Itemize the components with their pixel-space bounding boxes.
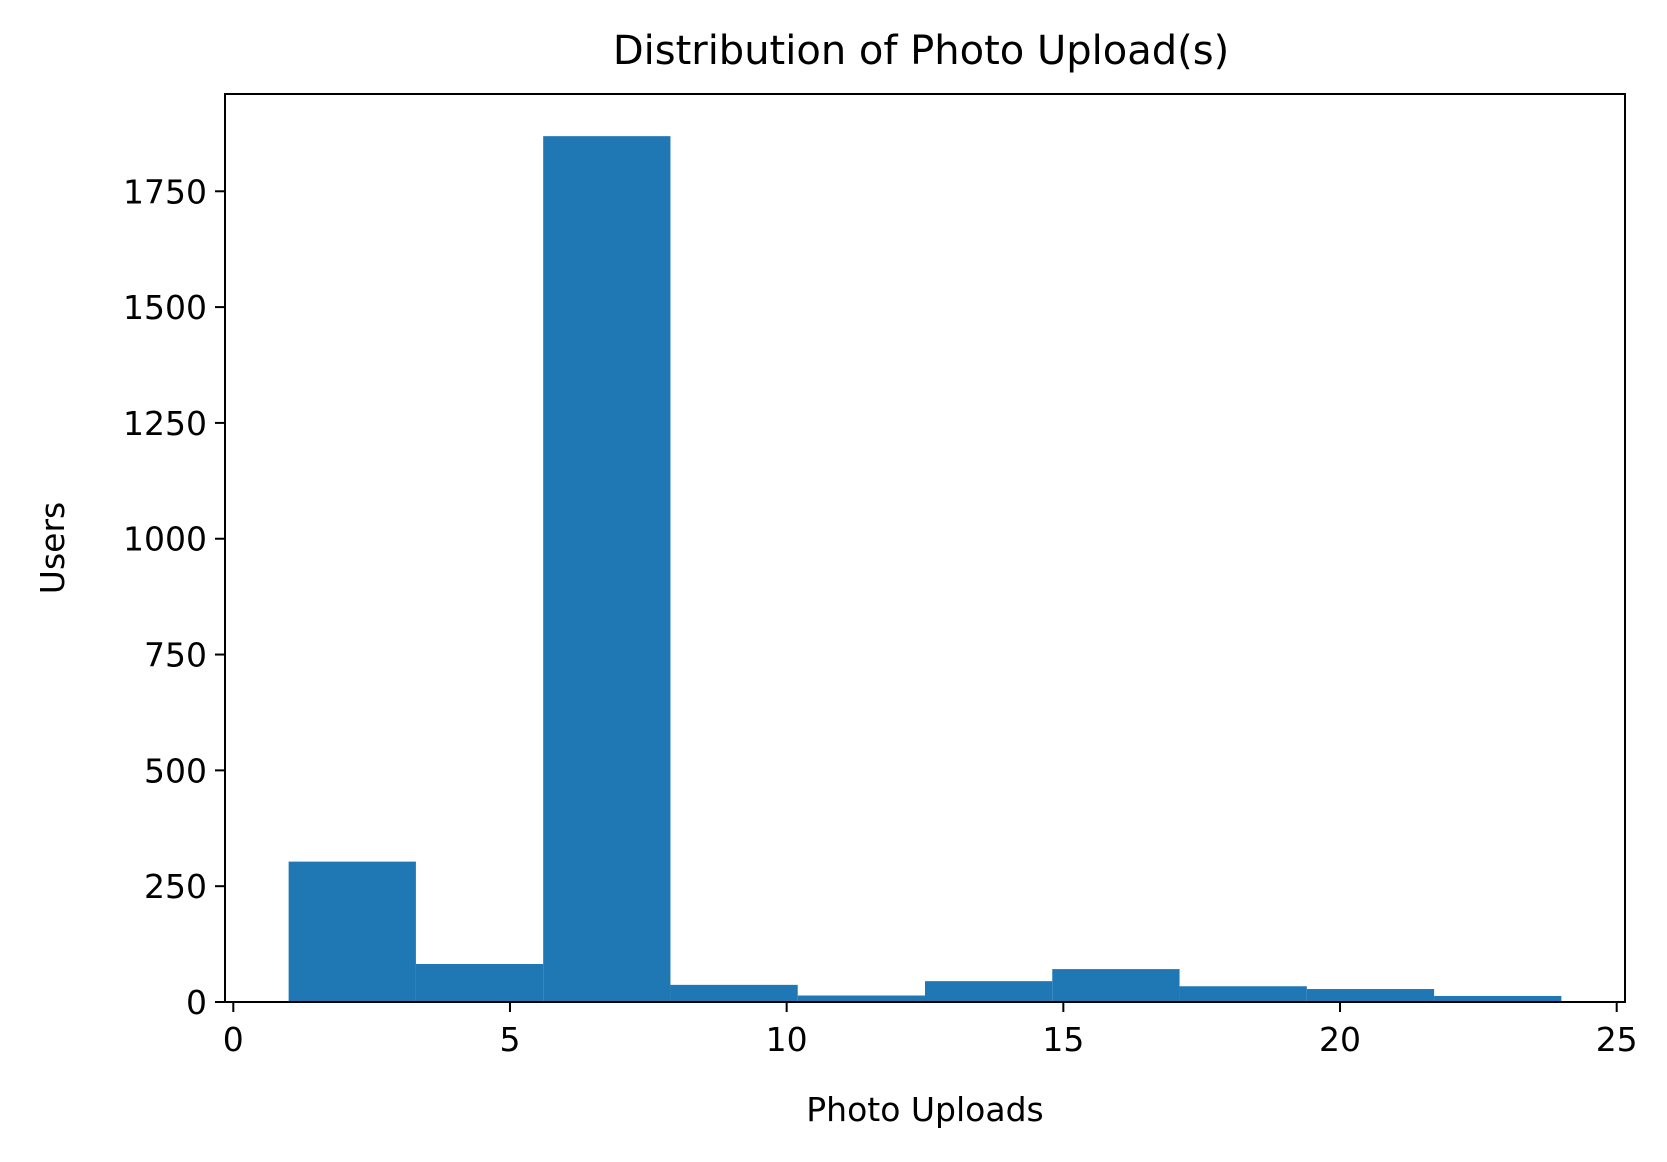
histogram-bar-9 (1306, 989, 1435, 1002)
y-tick-label: 750 (144, 636, 207, 675)
x-tick-label: 10 (766, 1020, 808, 1059)
x-axis-ticks: 0 5 10 15 20 25 (223, 1002, 1638, 1059)
chart-title: Distribution of Photo Upload(s) (613, 28, 1229, 74)
y-tick-label: 1000 (123, 520, 207, 559)
x-tick-label: 20 (1319, 1020, 1361, 1059)
y-tick-label: 1750 (123, 172, 207, 211)
histogram-bar-1 (288, 861, 416, 1002)
x-tick-label: 5 (499, 1020, 520, 1059)
x-tick-label: 25 (1596, 1020, 1638, 1059)
y-tick-label: 1250 (123, 404, 207, 443)
histogram-bar-5 (797, 995, 925, 1002)
histogram-bar-7 (1052, 969, 1180, 1002)
x-tick-label: 0 (223, 1020, 244, 1059)
y-axis-ticks: 0 250 500 750 1000 1250 1500 1750 (123, 172, 225, 1022)
y-tick-label: 1500 (123, 288, 207, 327)
x-tick-label: 15 (1042, 1020, 1084, 1059)
plot-frame (224, 93, 1626, 1003)
histogram-bar-10 (1434, 995, 1562, 1002)
histogram-bar-4 (670, 984, 798, 1002)
y-tick-label: 250 (144, 867, 207, 906)
x-axis-label: Photo Uploads (806, 1090, 1043, 1129)
y-axis-label: Users (33, 502, 72, 594)
histogram-bar-3 (543, 136, 671, 1002)
bars-group (288, 136, 1562, 1002)
histogram-bar-2 (415, 964, 544, 1002)
y-tick-label: 0 (186, 983, 207, 1022)
histogram-bar-8 (1179, 986, 1307, 1002)
y-tick-label: 500 (144, 751, 207, 790)
histogram-bar-6 (925, 981, 1053, 1002)
